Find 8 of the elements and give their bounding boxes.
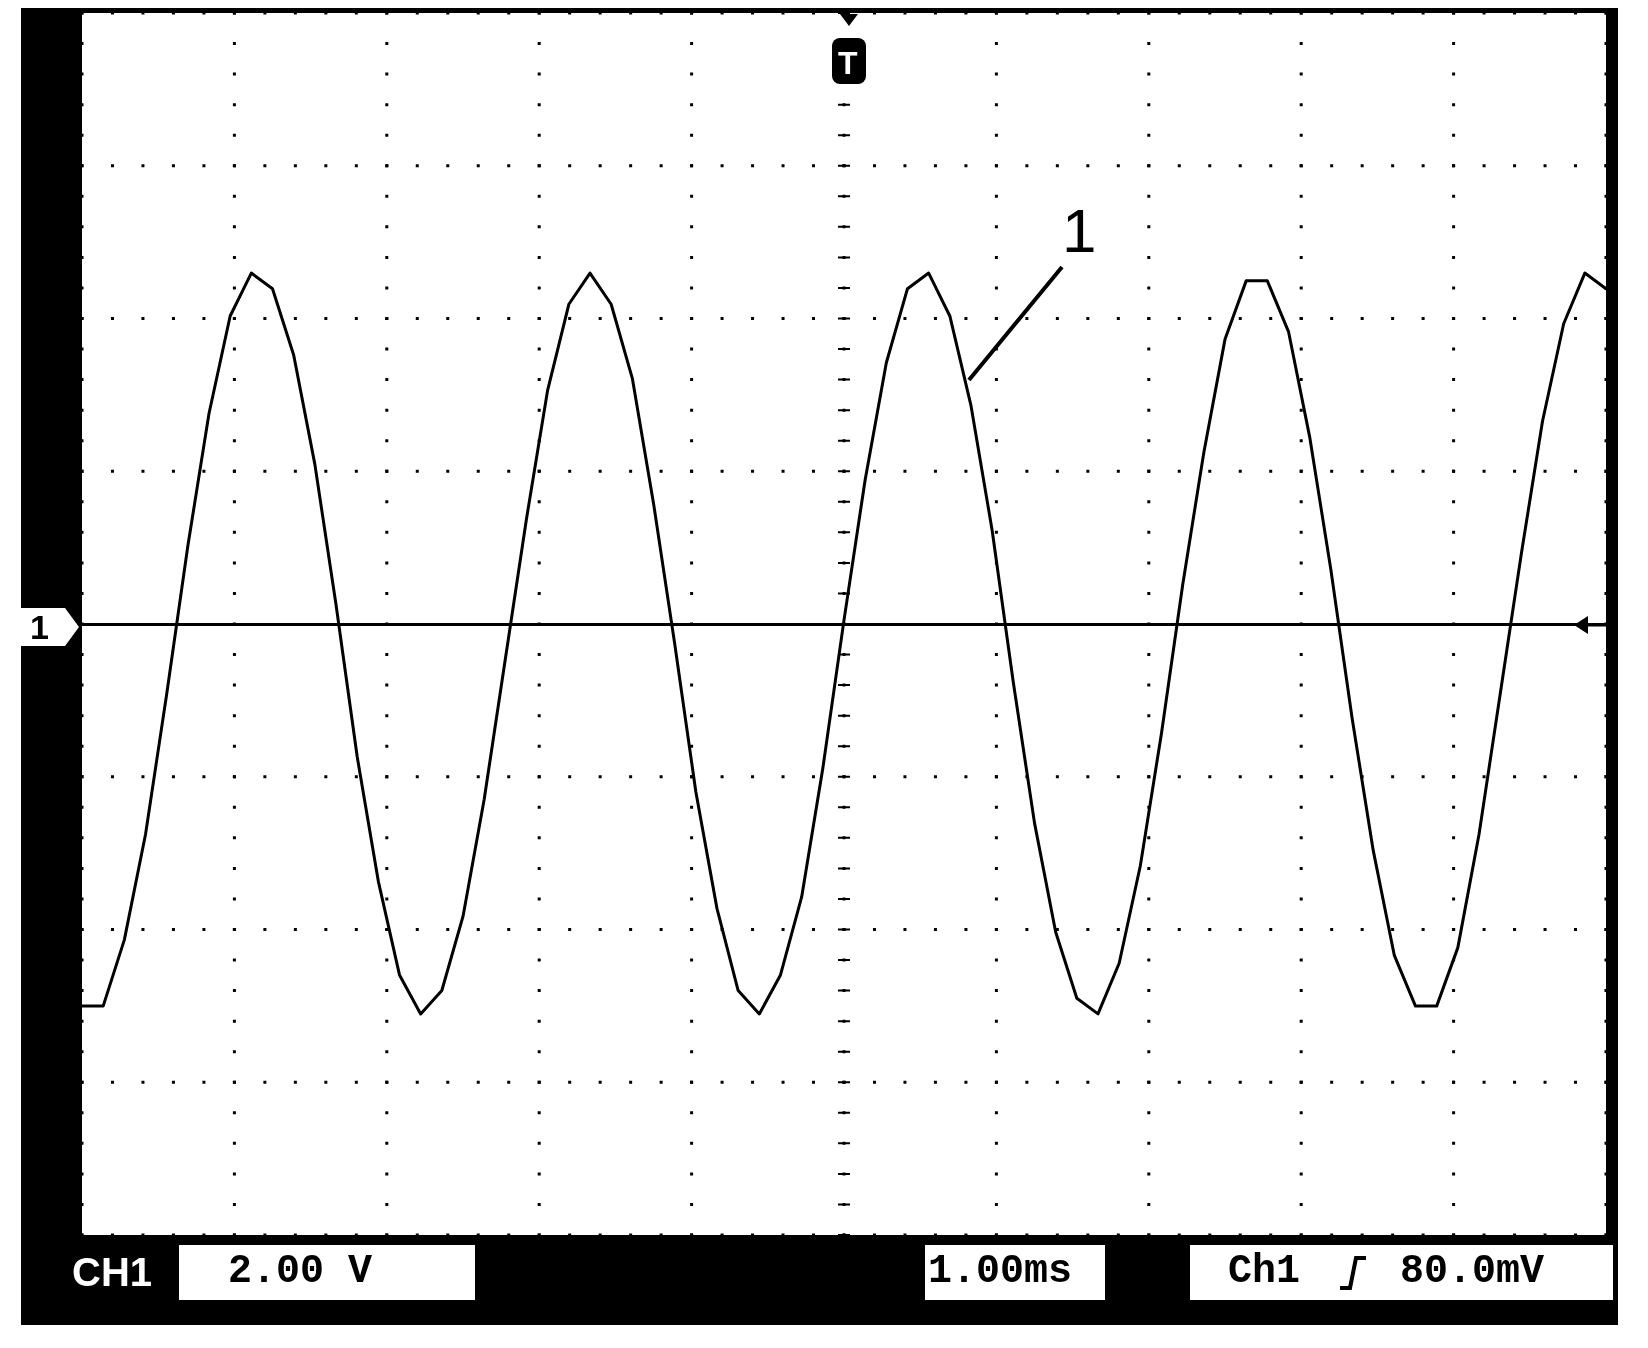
text: CH1: [72, 1250, 153, 1294]
text: 2.00 V: [228, 1249, 373, 1294]
text: 1.00ms: [928, 1249, 1073, 1294]
text: 1: [1062, 196, 1097, 265]
text: 80.0mV: [1400, 1249, 1545, 1294]
text: T: [838, 45, 858, 81]
text: Ch1: [1228, 1249, 1301, 1294]
text: 1: [30, 608, 49, 646]
